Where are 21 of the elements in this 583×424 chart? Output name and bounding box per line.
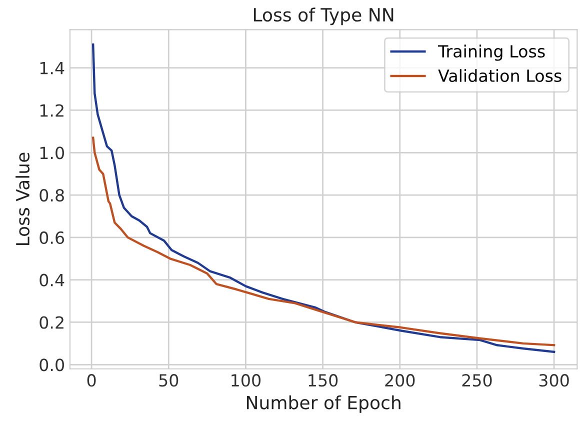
y-tick-label: 0.2	[40, 316, 64, 329]
x-tick-label: 50	[159, 374, 178, 387]
chart-title: Loss of Type NN	[254, 8, 394, 26]
y-tick-label: 0.6	[40, 231, 64, 244]
y-tick-label: 1.2	[40, 104, 64, 117]
y-axis-title: Loss Value	[16, 152, 30, 245]
x-axis-title: Number of Epoch	[246, 395, 400, 413]
x-tick-label: 0	[87, 374, 96, 387]
y-tick-label: 1.0	[40, 146, 64, 160]
x-tick-label: 150	[308, 374, 338, 387]
y-tick-label: 0.4	[40, 274, 64, 286]
x-tick-label: 300	[539, 374, 569, 387]
y-tick-label: 0.8	[40, 189, 64, 202]
legend-label: Validation Loss	[438, 69, 562, 82]
legend-label: Training Loss	[438, 44, 545, 61]
x-tick-label: 200	[385, 374, 415, 387]
y-tick-label: 1.4	[40, 62, 64, 74]
y-tick-label: 0.0	[40, 358, 64, 372]
x-tick-label: 250	[462, 374, 492, 387]
line-series	[92, 136, 556, 346]
x-tick-label: 100	[232, 374, 261, 387]
